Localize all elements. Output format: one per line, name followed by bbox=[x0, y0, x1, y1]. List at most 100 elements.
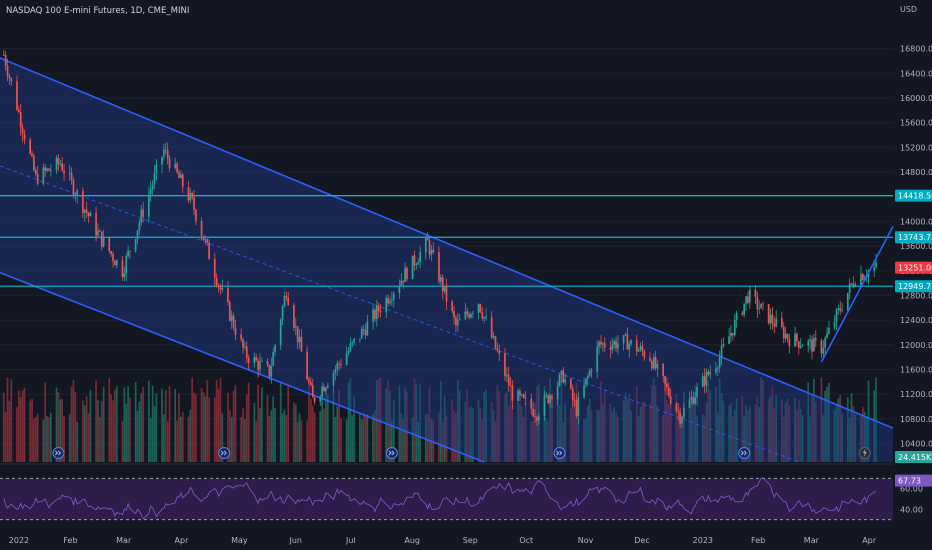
y-axis[interactable]: 16800.00 16400.00 16000.00 15600.00 15200.00… bbox=[900, 45, 932, 515]
volume-bar bbox=[372, 413, 374, 462]
candle-body bbox=[637, 349, 640, 352]
candle-body bbox=[313, 397, 316, 402]
candle-body bbox=[835, 309, 838, 323]
candle-body bbox=[245, 346, 248, 359]
last-price-badge-bg bbox=[895, 261, 932, 274]
volume-bar bbox=[189, 409, 192, 462]
volume-bar bbox=[366, 413, 369, 462]
event-markers[interactable] bbox=[52, 447, 871, 459]
candle-body bbox=[321, 386, 324, 397]
candle-body bbox=[240, 334, 242, 340]
candle-body bbox=[846, 292, 849, 311]
volume-bar bbox=[585, 419, 587, 462]
volume-bar bbox=[63, 416, 65, 462]
volume-bar bbox=[424, 413, 427, 462]
candle-body bbox=[773, 323, 776, 327]
candle-body bbox=[353, 338, 356, 342]
candle-body bbox=[760, 303, 762, 309]
volume-bar bbox=[294, 404, 297, 462]
volume-bar bbox=[417, 421, 420, 462]
candle-body bbox=[76, 190, 79, 196]
volume-bar bbox=[245, 394, 248, 462]
candle-body bbox=[602, 343, 604, 345]
candle-body bbox=[667, 387, 670, 397]
volume-bar bbox=[788, 405, 791, 462]
volume-bar bbox=[155, 393, 158, 462]
candle-body bbox=[588, 370, 591, 376]
volume-bar bbox=[31, 398, 33, 462]
volume-bar bbox=[558, 404, 561, 462]
volume-bar bbox=[728, 405, 730, 462]
volume-bar bbox=[652, 377, 655, 462]
candle-body bbox=[134, 239, 137, 252]
rsi-pane bbox=[0, 463, 893, 521]
candle-body bbox=[718, 357, 721, 368]
candle-body bbox=[149, 189, 152, 195]
candle-body bbox=[860, 274, 862, 285]
candle-body bbox=[247, 358, 250, 363]
price-level-badge: 13743.75 bbox=[898, 233, 932, 242]
candle-body bbox=[398, 285, 401, 294]
volume-bar bbox=[102, 387, 105, 462]
candle-body bbox=[575, 400, 578, 417]
volume-bar bbox=[635, 385, 638, 462]
double-chevron-icon bbox=[556, 450, 563, 456]
volume-bar bbox=[760, 377, 762, 462]
candle-body bbox=[6, 66, 9, 77]
volume-bar bbox=[217, 388, 220, 462]
volume-bar bbox=[615, 413, 617, 462]
candle-body bbox=[651, 361, 653, 369]
volume-bar bbox=[545, 417, 548, 462]
candle-body bbox=[472, 313, 474, 314]
candle-body bbox=[464, 311, 467, 320]
volume-bar bbox=[681, 415, 683, 462]
candle-body bbox=[259, 361, 261, 370]
candle-body bbox=[445, 285, 448, 302]
x-axis[interactable]: 2022 Feb Mar Apr May Jun Jul Aug Sep Oct Nov Dec 202… bbox=[9, 536, 877, 545]
volume-bar bbox=[306, 420, 308, 462]
volume-bar bbox=[643, 401, 646, 462]
candle-body bbox=[560, 370, 563, 375]
candle-body bbox=[97, 230, 99, 236]
candle-body bbox=[261, 361, 263, 362]
candle-body bbox=[635, 340, 638, 352]
lightning-icon bbox=[862, 449, 867, 457]
candle-body bbox=[455, 317, 457, 326]
candle-body bbox=[50, 170, 52, 171]
volume-bar bbox=[485, 389, 487, 462]
volume-bar bbox=[287, 383, 290, 462]
y-tick-label: 13600.00 bbox=[900, 242, 932, 251]
volume-bar bbox=[490, 402, 493, 462]
candle-body bbox=[611, 344, 614, 350]
volume-bar bbox=[147, 380, 150, 462]
volume-bar bbox=[415, 383, 418, 462]
volume-bar bbox=[34, 417, 37, 462]
volume-bar bbox=[379, 377, 382, 462]
candle-body bbox=[300, 336, 303, 352]
candle-body bbox=[308, 379, 310, 383]
candle-body bbox=[854, 284, 857, 286]
volume-bar bbox=[443, 395, 446, 462]
last-price-badge: 13251.00 bbox=[898, 264, 932, 273]
candle-body bbox=[679, 411, 681, 424]
volume-bar bbox=[166, 421, 169, 462]
volume-bar bbox=[850, 392, 853, 462]
candle-body bbox=[517, 390, 519, 401]
candle-body bbox=[108, 237, 111, 252]
volume-bar bbox=[521, 406, 523, 462]
volume-bar bbox=[590, 410, 593, 462]
candle-body bbox=[287, 297, 290, 306]
volume-bar bbox=[100, 400, 103, 462]
candle-body bbox=[417, 262, 420, 265]
candle-body bbox=[310, 382, 312, 386]
volume-bar bbox=[19, 396, 22, 462]
volume-bar bbox=[813, 378, 815, 462]
candle-body bbox=[603, 343, 606, 348]
volume-bar bbox=[321, 403, 324, 462]
candle-body bbox=[875, 262, 877, 268]
candle-body bbox=[492, 336, 495, 338]
candle-body bbox=[453, 311, 455, 318]
candle-body bbox=[735, 312, 738, 320]
candle-body bbox=[811, 339, 813, 352]
volume-bar bbox=[215, 379, 218, 462]
